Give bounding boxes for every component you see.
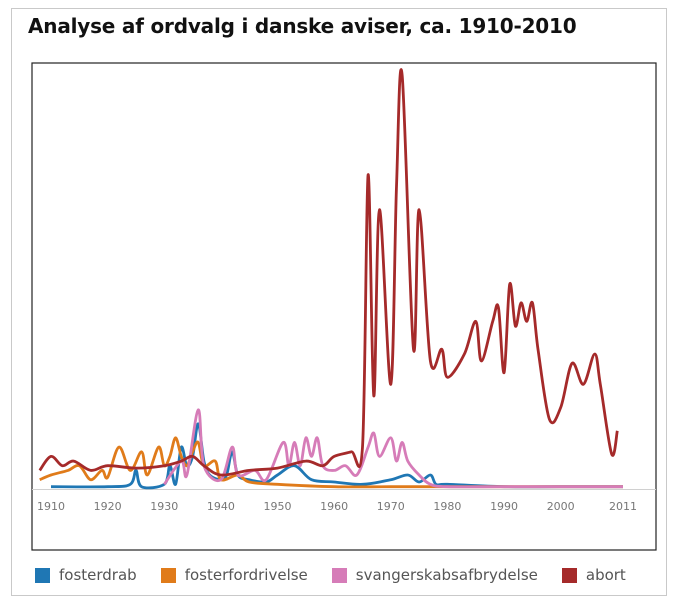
legend-item-fosterfordrivelse: fosterfordrivelse — [160, 566, 308, 584]
x-tick-label: 2011 — [609, 500, 637, 513]
legend-swatch — [35, 567, 50, 583]
legend-swatch — [331, 567, 347, 583]
plot-area — [31, 62, 657, 551]
x-tick-label: 1910 — [37, 500, 65, 513]
legend-label: fosterdrab — [59, 566, 137, 584]
x-tick-label: 1920 — [94, 500, 122, 513]
chart-title: Analyse af ordvalg i danske aviser, ca. … — [28, 14, 577, 38]
legend-label: fosterfordrivelse — [184, 566, 308, 584]
x-tick-label: 1950 — [264, 500, 292, 513]
x-tick-label: 1930 — [150, 500, 178, 513]
x-tick-label: 2000 — [547, 500, 575, 513]
x-tick-label: 1960 — [320, 500, 348, 513]
series-line-fosterfordrivelse — [39, 436, 623, 489]
legend-item-svangerskabsafbrydelse: svangerskabsafbrydelse — [331, 566, 538, 584]
x-tick-label: 1970 — [377, 500, 405, 513]
series-line-svangerskabsafbrydelse — [163, 408, 623, 489]
legend-item-abort: abort — [561, 566, 626, 584]
legend-swatch — [160, 567, 176, 583]
legend-item-fosterdrab: fosterdrab — [35, 566, 137, 584]
x-tick-label: 1990 — [490, 500, 518, 513]
legend-swatch — [561, 567, 577, 583]
series-line-abort — [38, 68, 619, 477]
legend-label: svangerskabsafbrydelse — [355, 566, 538, 584]
chart-legend: fosterdrab fosterfordrivelse svangerskabsa… — [35, 566, 650, 584]
x-tick-label: 1940 — [207, 500, 235, 513]
legend-label: abort — [585, 566, 626, 584]
x-tick-label: 1980 — [433, 500, 461, 513]
